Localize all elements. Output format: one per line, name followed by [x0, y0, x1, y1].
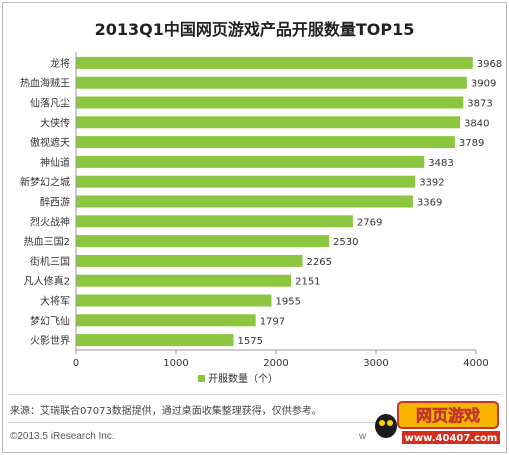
bar-4 [76, 136, 455, 149]
category-label-2: 仙落凡尘 [30, 97, 70, 110]
category-label-8: 烈火战神 [30, 215, 70, 228]
x-tick-label-3: 3000 [363, 358, 388, 369]
bar-13 [76, 314, 256, 327]
bar-12 [76, 294, 272, 307]
copyright: ©2013.5 iResearch Inc. [10, 431, 115, 442]
category-label-3: 大侠传 [40, 116, 70, 129]
bar-9 [76, 235, 329, 248]
category-label-7: 醉西游 [40, 196, 70, 209]
logo-badge [397, 401, 499, 429]
category-label-10: 街机三国 [30, 255, 70, 268]
value-label-6: 3392 [419, 178, 444, 189]
category-label-0: 龙将 [50, 57, 70, 70]
value-label-2: 3873 [467, 99, 492, 110]
bar-11 [76, 274, 292, 287]
x-tick-label-1: 1000 [163, 358, 188, 369]
category-label-11: 凡人修真2 [24, 275, 70, 288]
category-label-14: 火影世界 [30, 335, 70, 347]
bar-3 [76, 116, 460, 129]
bar-10 [76, 254, 303, 267]
legend-label: 开服数量（个） [208, 372, 278, 385]
separator-top [8, 394, 501, 395]
separator-bottom [8, 422, 501, 423]
x-tick-label-2: 2000 [263, 358, 288, 369]
legend-swatch [198, 375, 205, 382]
value-label-13: 1797 [260, 316, 285, 327]
logo-url: www.40407.com [405, 433, 498, 444]
logo-text: 网页游戏 [416, 406, 480, 425]
bar-14 [76, 334, 234, 347]
value-label-7: 3369 [417, 198, 442, 209]
chart-title: 2013Q1中国网页游戏产品开服数量TOP15 [94, 20, 415, 39]
value-label-14: 1575 [238, 336, 263, 347]
value-label-10: 2265 [307, 257, 332, 268]
value-label-0: 3968 [477, 59, 502, 70]
category-label-13: 梦幻飞仙 [30, 314, 70, 327]
legend: 开服数量（个） [198, 372, 278, 385]
category-label-9: 热血三国2 [24, 235, 70, 248]
value-label-3: 3840 [464, 118, 489, 129]
bars-group [76, 56, 473, 347]
category-label-4: 傲视遮天 [30, 136, 70, 149]
value-label-5: 3483 [428, 158, 453, 169]
watermark-text: w [359, 431, 367, 442]
bar-6 [76, 175, 416, 188]
value-label-1: 3909 [471, 79, 496, 90]
value-label-8: 2769 [357, 217, 382, 228]
bar-5 [76, 155, 425, 168]
logo-mascot-icon [375, 414, 397, 438]
bar-8 [76, 215, 353, 228]
bar-7 [76, 195, 413, 208]
category-label-12: 大将军 [40, 295, 70, 308]
category-label-6: 新梦幻之城 [20, 176, 70, 189]
site-logo: 网页游戏 www.40407.com [375, 401, 500, 444]
value-label-11: 2151 [295, 277, 320, 288]
category-label-1: 热血海贼王 [20, 77, 70, 90]
x-tick-label-0: 0 [73, 358, 79, 369]
bar-2 [76, 96, 464, 109]
value-label-12: 1955 [276, 297, 301, 308]
x-tick-label-4: 4000 [463, 358, 488, 369]
value-labels: 3968 3909 3873 3840 3789 3483 3392 3369 2769 2530… [238, 59, 503, 347]
value-label-4: 3789 [459, 138, 484, 149]
value-label-9: 2530 [333, 237, 358, 248]
source-note: 来源：艾瑞联合07073数据提供，通过桌面收集整理获得，仅供参考。 [10, 406, 322, 417]
x-ticks: 0 1000 2000 3000 4000 [73, 350, 489, 369]
bar-1 [76, 76, 467, 89]
category-label-5: 神仙道 [40, 156, 70, 169]
bar-0 [76, 56, 473, 69]
